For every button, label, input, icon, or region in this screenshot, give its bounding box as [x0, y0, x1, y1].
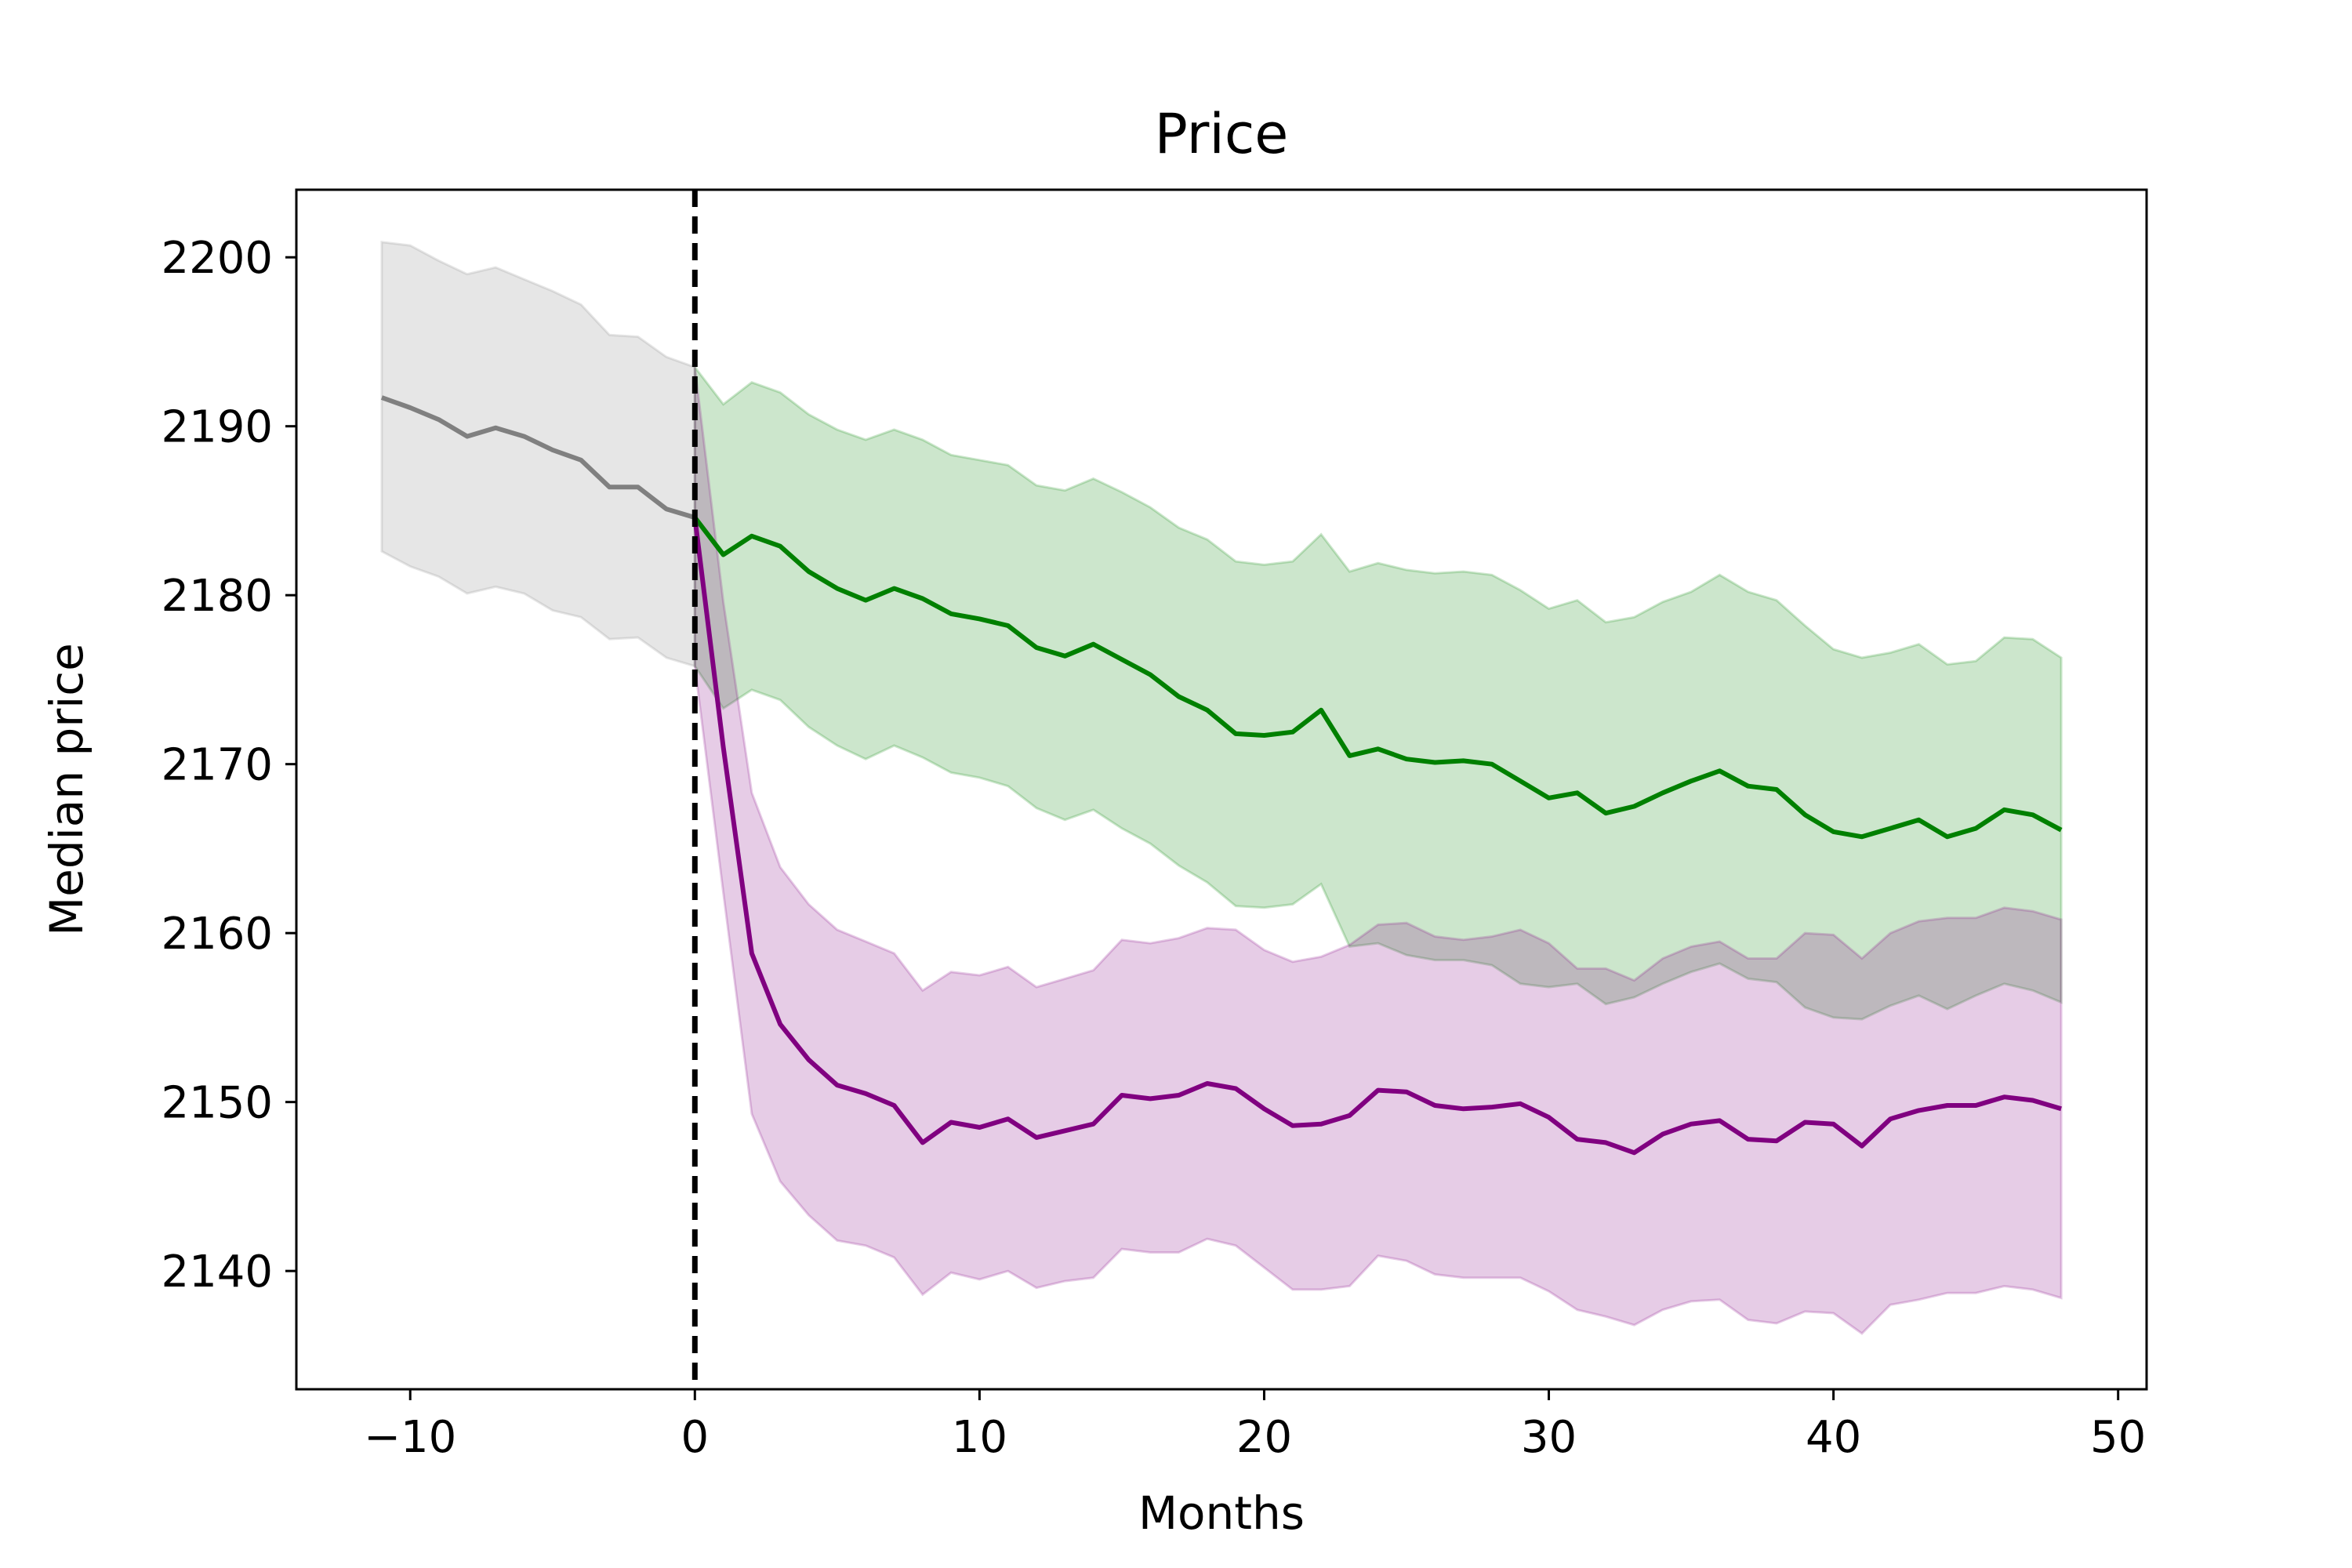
series-lines [380, 395, 2063, 1156]
y-tick-label: 2150 [161, 1078, 273, 1129]
x-tick-label: 30 [1521, 1412, 1577, 1463]
x-tick-label: 20 [1236, 1412, 1292, 1463]
confidence-bands [380, 241, 2063, 1335]
y-axis-label: Median price [40, 643, 93, 936]
y-tick-label: 2160 [161, 909, 273, 960]
y-tick-label: 2140 [161, 1247, 273, 1298]
green-confidence-band [693, 363, 2063, 1021]
y-tick-label: 2190 [161, 402, 273, 453]
y-axis-ticks: 2140 2150 2160 2170 2180 2190 2200 [161, 233, 296, 1298]
purple-series-line [692, 517, 2062, 1156]
x-tick-label: 10 [952, 1412, 1007, 1463]
y-tick-label: 2200 [161, 233, 273, 284]
plot-frame [295, 188, 2148, 1391]
gray-series-line [380, 395, 696, 520]
chart-title: Price [1155, 102, 1289, 166]
x-tick-label: 0 [681, 1412, 709, 1463]
x-axis-ticks: −10 0 10 20 30 40 50 [364, 1389, 2146, 1463]
x-axis-label: Months [1138, 1486, 1305, 1540]
x-tick-label: 50 [2090, 1412, 2146, 1463]
y-tick-label: 2180 [161, 571, 273, 622]
x-tick-label: −10 [364, 1412, 456, 1463]
green-series-line [692, 516, 2063, 840]
y-tick-label: 2170 [161, 740, 273, 791]
gray-confidence-band [380, 241, 696, 668]
x-tick-label: 40 [1806, 1412, 1861, 1463]
purple-confidence-band [693, 367, 2063, 1335]
